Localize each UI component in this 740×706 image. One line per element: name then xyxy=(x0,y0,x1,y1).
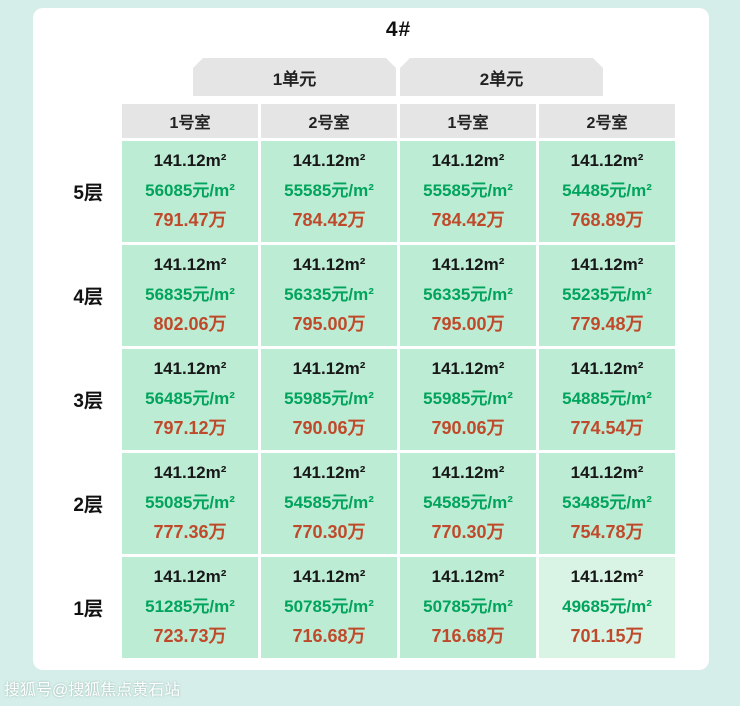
cell-area: 141.12m² xyxy=(153,151,227,170)
watermark: 搜狐号@搜狐焦点黄石站 xyxy=(4,682,181,699)
cell-unit-price: 53485元/m² xyxy=(562,493,652,512)
cell-unit-price: 54585元/m² xyxy=(423,493,513,512)
cell-unit-price: 55585元/m² xyxy=(284,181,374,200)
cell-total-price: 797.12万 xyxy=(153,418,227,438)
cell-total-price: 802.06万 xyxy=(153,314,227,334)
price-cell: 141.12m² 50785元/m² 716.68万 xyxy=(400,557,536,658)
price-cell: 141.12m² 55985元/m² 790.06万 xyxy=(261,349,397,450)
price-cell: 141.12m² 54585元/m² 770.30万 xyxy=(400,453,536,554)
cell-unit-price: 56085元/m² xyxy=(145,181,235,200)
cell-area: 141.12m² xyxy=(292,255,366,274)
cell-total-price: 784.42万 xyxy=(292,210,366,230)
cell-total-price: 723.73万 xyxy=(153,626,227,646)
cell-total-price: 716.68万 xyxy=(431,626,505,646)
cell-total-price: 770.30万 xyxy=(431,522,505,542)
cell-total-price: 779.48万 xyxy=(570,314,644,334)
price-cell: 141.12m² 56835元/m² 802.06万 xyxy=(122,245,258,346)
cell-unit-price: 54885元/m² xyxy=(562,389,652,408)
cell-area: 141.12m² xyxy=(292,359,366,378)
floor-label: 3层 xyxy=(73,391,103,412)
cell-total-price: 795.00万 xyxy=(431,314,505,334)
cell-area: 141.12m² xyxy=(570,567,644,586)
price-cell-highlighted: 141.12m² 49685元/m² 701.15万 xyxy=(539,557,675,658)
cell-area: 141.12m² xyxy=(431,463,505,482)
price-cell: 141.12m² 56485元/m² 797.12万 xyxy=(122,349,258,450)
cell-unit-price: 51285元/m² xyxy=(145,597,235,616)
floor-label: 5层 xyxy=(73,183,103,204)
price-cell: 141.12m² 55235元/m² 779.48万 xyxy=(539,245,675,346)
cell-total-price: 784.42万 xyxy=(431,210,505,230)
price-cell: 141.12m² 56085元/m² 791.47万 xyxy=(122,141,258,242)
cell-total-price: 795.00万 xyxy=(292,314,366,334)
price-cell: 141.12m² 55085元/m² 777.36万 xyxy=(122,453,258,554)
cell-unit-price: 56485元/m² xyxy=(145,389,235,408)
cell-total-price: 777.36万 xyxy=(153,522,227,542)
cell-area: 141.12m² xyxy=(570,359,644,378)
cell-area: 141.12m² xyxy=(431,255,505,274)
cell-unit-price: 49685元/m² xyxy=(562,597,652,616)
cell-area: 141.12m² xyxy=(153,567,227,586)
building-title: 4# xyxy=(385,18,412,41)
cell-total-price: 768.89万 xyxy=(570,210,644,230)
cell-total-price: 754.78万 xyxy=(570,522,644,542)
room-header-u2-r1: 1号室 xyxy=(400,104,536,138)
cell-unit-price: 55085元/m² xyxy=(145,493,235,512)
cell-unit-price: 50785元/m² xyxy=(423,597,513,616)
cell-area: 141.12m² xyxy=(431,151,505,170)
cell-area: 141.12m² xyxy=(431,359,505,378)
unit-header-1: 1单元 xyxy=(193,58,396,96)
price-table-panel: 4# 1单元 2单元 1号室 2号室 1号室 2号室 5层 141.12m² 5… xyxy=(33,8,709,670)
price-cell: 141.12m² 56335元/m² 795.00万 xyxy=(261,245,397,346)
cell-area: 141.12m² xyxy=(292,151,366,170)
price-cell: 141.12m² 50785元/m² 716.68万 xyxy=(261,557,397,658)
price-cell: 141.12m² 56335元/m² 795.00万 xyxy=(400,245,536,346)
room-header-u1-r1: 1号室 xyxy=(122,104,258,138)
cell-area: 141.12m² xyxy=(153,359,227,378)
price-cell: 141.12m² 55985元/m² 790.06万 xyxy=(400,349,536,450)
cell-total-price: 791.47万 xyxy=(153,210,227,230)
unit-header-2: 2单元 xyxy=(400,58,603,96)
cell-total-price: 774.54万 xyxy=(570,418,644,438)
cell-area: 141.12m² xyxy=(292,463,366,482)
floor-label: 2层 xyxy=(73,495,103,516)
floor-label: 4层 xyxy=(73,287,103,308)
price-cell: 141.12m² 55585元/m² 784.42万 xyxy=(261,141,397,242)
price-cell: 141.12m² 54485元/m² 768.89万 xyxy=(539,141,675,242)
cell-unit-price: 50785元/m² xyxy=(284,597,374,616)
cell-unit-price: 55985元/m² xyxy=(284,389,374,408)
cell-total-price: 716.68万 xyxy=(292,626,366,646)
cell-total-price: 790.06万 xyxy=(431,418,505,438)
cell-area: 141.12m² xyxy=(431,567,505,586)
cell-total-price: 770.30万 xyxy=(292,522,366,542)
price-cell: 141.12m² 54585元/m² 770.30万 xyxy=(261,453,397,554)
cell-unit-price: 56335元/m² xyxy=(284,285,374,304)
cell-unit-price: 55585元/m² xyxy=(423,181,513,200)
floor-label: 1层 xyxy=(73,599,103,620)
cell-area: 141.12m² xyxy=(570,255,644,274)
cell-total-price: 701.15万 xyxy=(570,626,644,646)
corner-spacer xyxy=(53,104,119,138)
price-cell: 141.12m² 51285元/m² 723.73万 xyxy=(122,557,258,658)
price-cell: 141.12m² 55585元/m² 784.42万 xyxy=(400,141,536,242)
unit-header-row: 1单元 2单元 xyxy=(193,58,603,96)
cell-unit-price: 56335元/m² xyxy=(423,285,513,304)
cell-unit-price: 54585元/m² xyxy=(284,493,374,512)
cell-area: 141.12m² xyxy=(153,255,227,274)
cell-unit-price: 56835元/m² xyxy=(145,285,235,304)
price-cell: 141.12m² 53485元/m² 754.78万 xyxy=(539,453,675,554)
cell-unit-price: 55235元/m² xyxy=(562,285,652,304)
price-cell: 141.12m² 54885元/m² 774.54万 xyxy=(539,349,675,450)
room-header-u2-r2: 2号室 xyxy=(539,104,675,138)
price-grid: 1号室 2号室 1号室 2号室 5层 141.12m² 56085元/m² 79… xyxy=(53,104,709,658)
cell-area: 141.12m² xyxy=(570,463,644,482)
cell-unit-price: 55985元/m² xyxy=(423,389,513,408)
cell-area: 141.12m² xyxy=(292,567,366,586)
cell-area: 141.12m² xyxy=(570,151,644,170)
room-header-u1-r2: 2号室 xyxy=(261,104,397,138)
cell-unit-price: 54485元/m² xyxy=(562,181,652,200)
cell-area: 141.12m² xyxy=(153,463,227,482)
cell-total-price: 790.06万 xyxy=(292,418,366,438)
